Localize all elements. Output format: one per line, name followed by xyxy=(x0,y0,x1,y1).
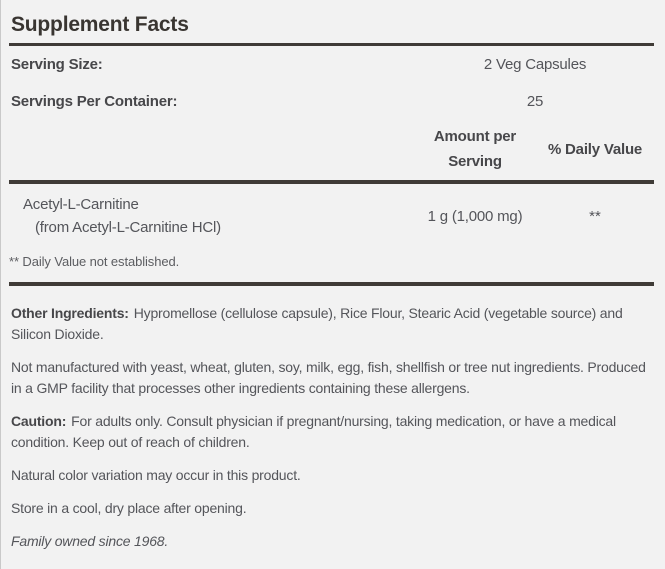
caution-lead: Caution: xyxy=(11,413,67,429)
servings-per-container-label: Servings Per Container: xyxy=(11,93,178,110)
amount-per-serving-header: Amount per Serving xyxy=(433,128,517,170)
family-owned-paragraph: Family owned since 1968. xyxy=(11,531,655,552)
ingredient-daily-value: ** xyxy=(589,207,601,225)
servings-per-container-row: Servings Per Container: 25 xyxy=(1,92,665,112)
servings-per-container-value: 25 xyxy=(526,93,544,110)
daily-value-footnote: ** Daily Value not established. xyxy=(9,254,180,269)
other-ingredients-paragraph: Other Ingredients: Hypromellose (cellulos… xyxy=(11,303,655,345)
other-ingredients-lead: Other Ingredients: xyxy=(11,305,129,321)
ingredient-name-detail: (from Acetyl-L-Carnitine HCl) xyxy=(35,219,221,236)
serving-size-label: Serving Size: xyxy=(11,56,103,73)
allergen-paragraph: Not manufactured with yeast, wheat, glut… xyxy=(11,357,655,399)
ingredient-name: Acetyl-L-Carnitine (from Acetyl-L-Carnit… xyxy=(11,193,415,239)
storage-text: Store in a cool, dry place after opening… xyxy=(11,500,247,516)
header-divider xyxy=(9,180,654,184)
caution-paragraph: Caution: For adults only. Consult physici… xyxy=(11,411,655,453)
ingredient-row: Acetyl-L-Carnitine (from Acetyl-L-Carnit… xyxy=(1,193,665,239)
serving-size-row: Serving Size: 2 Veg Capsules xyxy=(1,55,665,75)
footnote-divider xyxy=(9,282,654,286)
title-divider xyxy=(9,43,654,46)
family-owned-text: Family owned since 1968. xyxy=(11,533,169,549)
ingredient-amount: 1 g (1,000 mg) xyxy=(427,207,523,225)
color-variation-text: Natural color variation may occur in thi… xyxy=(11,467,301,483)
panel-title: Supplement Facts xyxy=(11,13,189,36)
caution-text: For adults only. Consult physician if pr… xyxy=(11,413,616,450)
color-variation-paragraph: Natural color variation may occur in thi… xyxy=(11,465,655,486)
column-headers-row: Amount per Serving % Daily Value xyxy=(1,124,665,174)
serving-size-value: 2 Veg Capsules xyxy=(483,56,587,73)
other-ingredients-text: Hypromellose (cellulose capsule), Rice F… xyxy=(11,305,623,342)
storage-paragraph: Store in a cool, dry place after opening… xyxy=(11,498,655,519)
ingredient-name-main: Acetyl-L-Carnitine xyxy=(23,196,139,213)
allergen-text: Not manufactured with yeast, wheat, glut… xyxy=(11,359,646,396)
daily-value-header: % Daily Value xyxy=(547,140,643,158)
